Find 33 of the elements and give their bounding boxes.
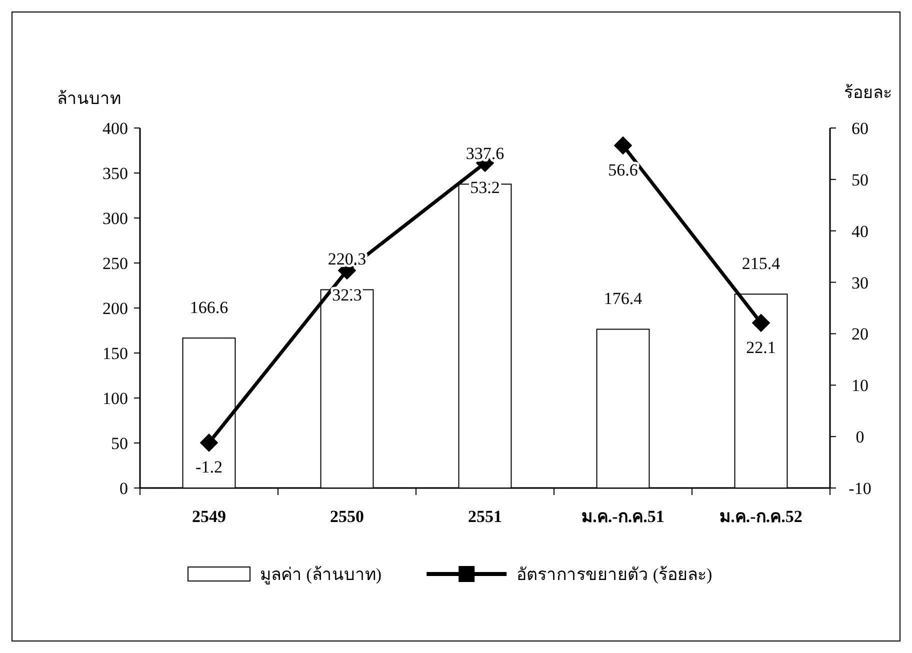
y2-tick-label: 20 xyxy=(852,324,868,344)
y2-tick-label: -10 xyxy=(848,479,872,498)
x-tick-label: ม.ค.-ก.ค.51 xyxy=(582,507,664,526)
y2-tick-label: 10 xyxy=(852,376,868,396)
x-tick-label: 2549 xyxy=(192,507,226,526)
y-tick-label: 50 xyxy=(111,434,128,453)
y2-tick-label: 30 xyxy=(852,273,868,292)
y-tick-label: 150 xyxy=(102,344,128,363)
y2-axis-title: ร้อยละ xyxy=(844,83,892,102)
y-tick-label: 0 xyxy=(120,479,128,498)
label: -1.2 xyxy=(196,458,222,477)
label: 56.6 xyxy=(608,160,638,180)
y-axis-title: ล้านบาท xyxy=(57,89,121,108)
x-tick-label: ม.ค.-ก.ค.52 xyxy=(720,507,802,526)
legend-label: อัตราการขยายตัว (ร้อยละ) xyxy=(516,565,712,584)
y2-tick-label: 40 xyxy=(852,222,868,241)
legend-label: มูลค่า (ล้านบาท) xyxy=(260,565,382,585)
label: 22.1 xyxy=(746,338,776,357)
label: 215.4 xyxy=(742,254,780,274)
y-tick-label: 100 xyxy=(102,389,128,408)
y-tick-label: 400 xyxy=(102,119,128,138)
y2-tick-label: 60 xyxy=(852,119,868,138)
y2-tick-label: 50 xyxy=(852,170,868,190)
x-tick-label: 2551 xyxy=(468,507,502,526)
y-tick-label: 350 xyxy=(102,164,128,183)
x-tick-label: 2550 xyxy=(330,507,364,526)
y2-tick-label: 0 xyxy=(856,428,864,447)
label: 166.6 xyxy=(190,298,228,318)
y-tick-label: 300 xyxy=(102,209,128,228)
y-tick-label: 200 xyxy=(102,299,128,318)
y-tick-label: 250 xyxy=(102,254,128,273)
label: 337.6 xyxy=(466,144,504,164)
label: 176.4 xyxy=(604,289,642,308)
